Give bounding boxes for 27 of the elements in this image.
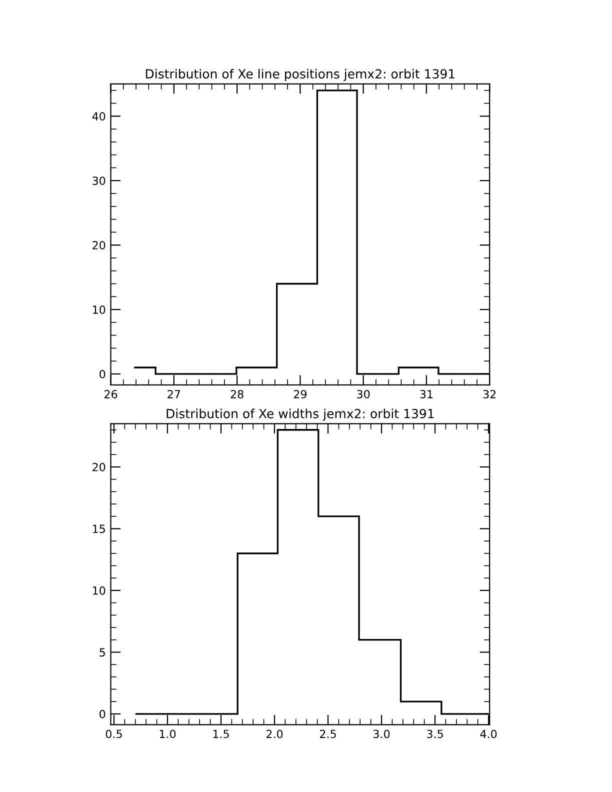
y-tick-label: 40 xyxy=(92,112,106,121)
y-tick-label: 20 xyxy=(92,462,106,472)
x-tick-label: 28 xyxy=(230,390,244,398)
y-tick-label: 0 xyxy=(100,370,106,378)
x-tick-label: 31 xyxy=(420,390,433,398)
y-tick-label: 30 xyxy=(92,176,106,185)
x-tick-label: 32 xyxy=(483,390,496,398)
chart-title: Distribution of Xe widths jemx2: orbit 1391 xyxy=(166,408,434,421)
x-tick-label: 30 xyxy=(357,390,370,398)
x-tick-label: 3.0 xyxy=(374,730,390,738)
x-tick-label: 2.0 xyxy=(266,730,283,738)
y-tick-label: 10 xyxy=(92,305,106,314)
chart-title: Distribution of Xe line positions jemx2: orbit 1391 xyxy=(146,68,454,81)
x-tick-label: 2.5 xyxy=(320,730,336,738)
x-tick-label: 0.5 xyxy=(106,730,122,738)
y-tick-label: 20 xyxy=(92,241,106,250)
y-tick-label: 5 xyxy=(100,648,105,657)
y-tick-label: 15 xyxy=(92,524,105,534)
x-tick-label: 26 xyxy=(104,390,118,398)
x-tick-label: 27 xyxy=(168,390,180,398)
x-tick-label: 4.0 xyxy=(480,730,497,738)
x-tick-label: 1.0 xyxy=(160,730,176,738)
x-tick-label: 3.5 xyxy=(427,730,443,738)
x-tick-label: 1.5 xyxy=(213,730,229,738)
x-tick-label: 29 xyxy=(294,390,306,398)
y-tick-label: 10 xyxy=(92,586,106,595)
y-tick-label: 0 xyxy=(100,710,106,718)
